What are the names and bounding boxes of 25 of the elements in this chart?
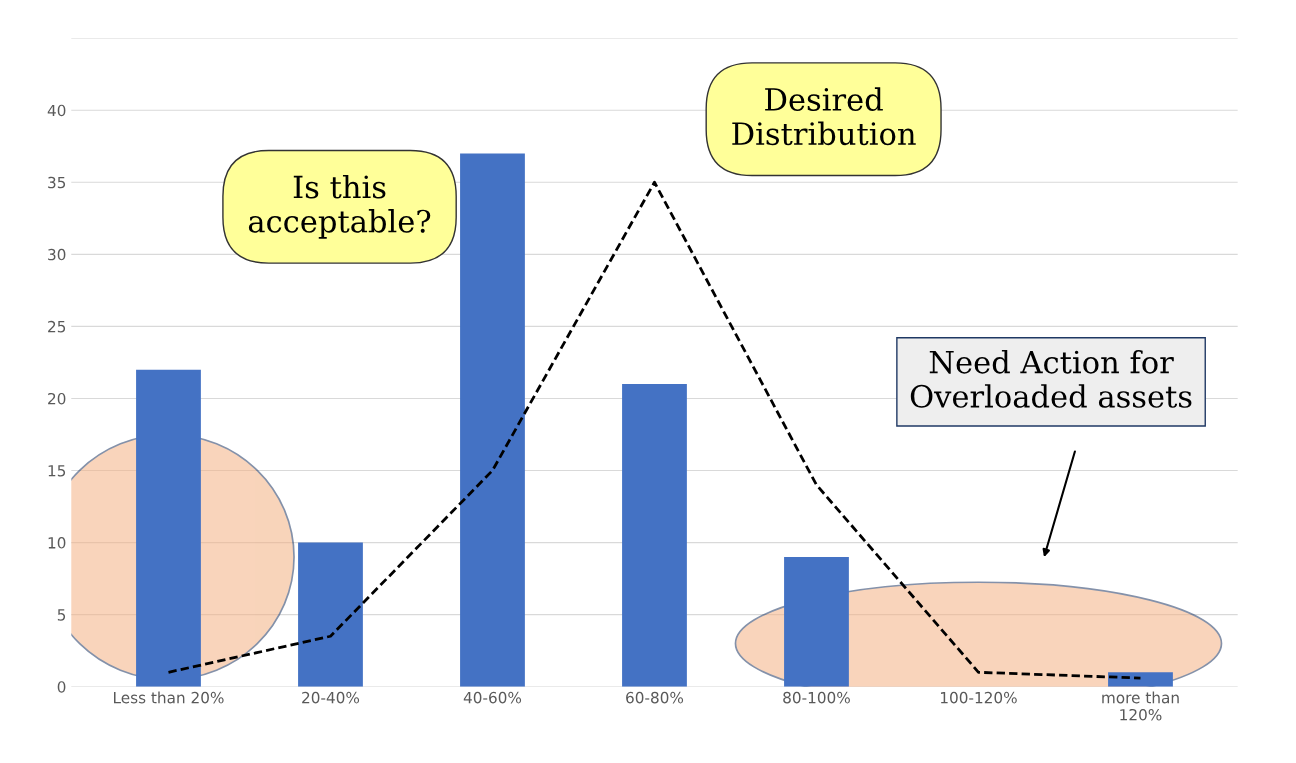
x-tick-label: Less than 20% xyxy=(114,691,224,704)
x-tick-label: 40-60% xyxy=(463,691,522,704)
annotation: Need Action for Overloaded assets xyxy=(910,349,1192,408)
x-tick-label: 100-120% xyxy=(940,691,1017,704)
y-tick-label: 35 xyxy=(48,176,66,189)
bar xyxy=(298,542,363,687)
y-tick-label: 40 xyxy=(47,104,66,117)
bar xyxy=(136,369,201,687)
y-tick-label: 0 xyxy=(57,681,66,693)
y-tick-label: 20 xyxy=(48,392,66,405)
bar xyxy=(784,556,849,687)
bar xyxy=(460,153,525,687)
y-tick-label: 10 xyxy=(48,537,66,549)
bar xyxy=(1108,672,1173,687)
annotation: Is this acceptable? xyxy=(248,174,431,239)
x-tick-label: 20-40% xyxy=(302,691,360,704)
y-tick-label: 15 xyxy=(48,465,66,477)
annotation: Desired Distribution xyxy=(732,87,916,146)
x-tick-label: 60-80% xyxy=(626,691,684,704)
x-tick-label: 80-100% xyxy=(783,691,850,704)
x-tick-label: more than 120% xyxy=(1102,691,1179,721)
y-tick-label: 30 xyxy=(48,248,66,261)
bar xyxy=(622,384,687,687)
y-tick-label: 5 xyxy=(57,609,66,621)
y-tick-label: 25 xyxy=(48,320,66,333)
